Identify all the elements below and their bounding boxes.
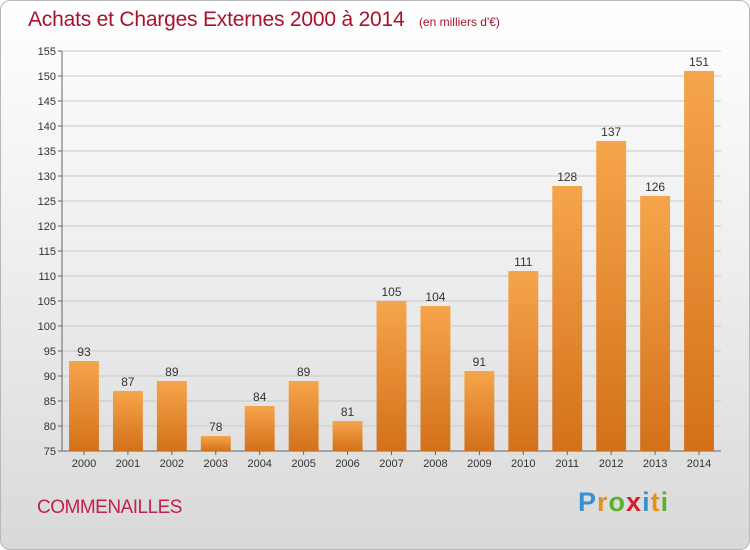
y-tick-label: 95 [44,346,56,358]
value-label-2006: 81 [341,405,355,419]
chart-title: Achats et Charges Externes 2000 à 2014 [28,8,405,31]
value-label-2001: 87 [121,375,135,389]
bar-2004 [244,406,275,451]
x-tick-label-2012: 2012 [599,458,623,470]
y-tick-label: 105 [38,296,56,308]
x-tick-label-2004: 2004 [247,458,271,470]
bar-2010 [508,271,539,451]
y-tick-label: 120 [38,221,56,233]
x-tick-label-2007: 2007 [379,458,403,470]
logo-letter: o [608,487,627,517]
value-label-2005: 89 [297,365,311,379]
bars: 93 87 89 78 84 89 81 105 104 91 111 128 137 126 151 [69,55,714,451]
value-label-2013: 126 [645,180,665,194]
value-label-2012: 137 [601,125,621,139]
bar-2013 [640,196,671,451]
y-tick-label: 155 [38,46,56,58]
x-tick-label-2002: 2002 [160,458,184,470]
y-tick-label: 145 [38,96,56,108]
x-tick-label-2009: 2009 [467,458,491,470]
value-label-2011: 128 [557,170,577,184]
town-name: COMMENAILLES [37,497,182,518]
bar-2007 [376,301,407,451]
bar-2000 [69,361,99,451]
logo-letter: P [578,487,598,517]
value-label-2004: 84 [253,390,267,404]
y-tick-label: 135 [38,146,56,158]
bar-2014 [684,71,714,451]
x-tick-label-2005: 2005 [291,458,315,470]
value-label-2014: 151 [689,55,709,69]
bar-2008 [420,306,451,451]
bar-2009 [464,371,495,451]
y-tick-label: 125 [38,196,56,208]
y-tick-label: 100 [38,321,56,333]
y-tick-label: 75 [44,446,56,458]
bar-2005 [288,381,319,451]
bar-2012 [596,141,627,451]
value-label-2009: 91 [473,355,487,369]
x-tick-label-2003: 2003 [204,458,228,470]
bar-2011 [552,186,583,451]
logo-letter: x [626,487,643,517]
y-tick-label: 85 [44,396,56,408]
x-tick-label-2014: 2014 [687,458,711,470]
y-tick-label: 90 [44,371,56,383]
y-tick-label: 140 [38,121,56,133]
value-label-2007: 105 [381,285,401,299]
proxiti-logo[interactable]: Proxiti [578,487,669,518]
x-tick-label-2008: 2008 [423,458,447,470]
x-tick-label-2011: 2011 [555,458,579,470]
logo-letter: i [642,487,651,517]
y-tick-label: 80 [44,421,56,433]
chart-subtitle: (en milliers d'€) [418,15,500,29]
logo-letter: t [650,487,661,517]
value-label-2003: 78 [209,420,223,434]
y-tick-label: 110 [38,271,56,283]
axes: 75 80 85 90 95 100 105 110 115 120 125 130 135 140 145… [38,46,721,470]
bar-2003 [200,436,231,451]
bar-2006 [332,421,363,451]
bar-2001 [112,391,143,451]
logo-letter: i [660,487,670,517]
title-row: Achats et Charges Externes 2000 à 2014 (… [28,8,500,32]
logo-letter: r [597,487,609,517]
x-tick-label-2010: 2010 [511,458,535,470]
value-label-2010: 111 [514,255,533,269]
value-label-2002: 89 [165,365,179,379]
value-label-2000: 93 [77,345,91,359]
y-tick-label: 115 [38,246,56,258]
x-tick-label-2000: 2000 [72,458,96,470]
y-tick-label: 130 [38,171,56,183]
x-tick-label-2006: 2006 [335,458,359,470]
x-tick-label-2001: 2001 [116,458,140,470]
y-tick-label: 150 [38,71,56,83]
value-label-2008: 104 [425,290,445,304]
bar-2002 [156,381,187,451]
x-tick-label-2013: 2013 [643,458,667,470]
